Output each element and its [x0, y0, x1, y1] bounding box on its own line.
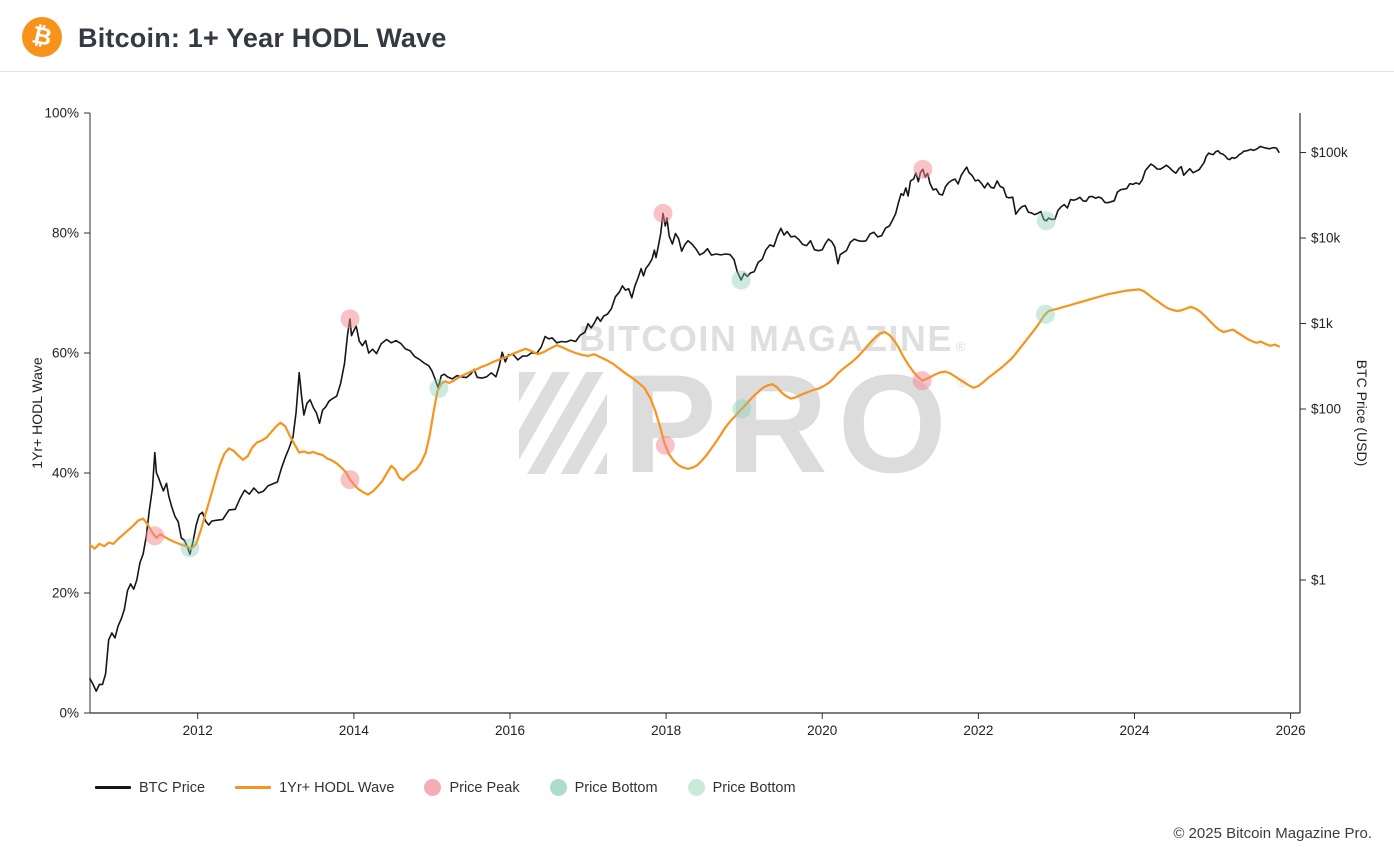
price-peak-marker — [913, 159, 933, 179]
legend-item-1yr-hodl-wave[interactable]: 1Yr+ HODL Wave — [235, 780, 394, 796]
right-tick-label: $1k — [1311, 316, 1333, 331]
price-bottom-marker — [1036, 304, 1055, 324]
page-header: ₿ Bitcoin: 1+ Year HODL Wave — [0, 0, 1394, 72]
x-axis-ticks: 2012 2014 2016 2018 2020 2022 2024 2026 — [183, 713, 1306, 738]
x-tick-label: 2024 — [1119, 723, 1150, 738]
watermark: BITCOIN MAGAZINE ® PRO ® — [495, 318, 967, 502]
price-peak-marker — [653, 203, 673, 223]
left-tick-label: 80% — [52, 226, 79, 241]
bitcoin-magazine-pro-logo-icon — [519, 372, 608, 474]
price-bottom-marker — [429, 378, 449, 398]
price-peak-marker — [912, 371, 932, 391]
x-tick-label: 2026 — [1276, 723, 1306, 738]
x-tick-label: 2016 — [495, 723, 525, 738]
left-axis-title: 1Yr+ HODL Wave — [29, 357, 45, 469]
right-tick-label: $100 — [1311, 402, 1341, 417]
legend-dot-swatch — [549, 779, 567, 796]
price-peak-marker — [340, 470, 360, 490]
x-tick-label: 2022 — [963, 723, 993, 738]
legend-dot-swatch — [424, 779, 442, 796]
legend-label: BTC Price — [139, 779, 206, 796]
right-tick-label: $100k — [1311, 145, 1348, 160]
left-tick-label: 0% — [59, 706, 79, 721]
x-tick-label: 2020 — [807, 723, 837, 738]
legend-label: Price Peak — [449, 779, 520, 796]
legend-line-swatch — [95, 786, 131, 789]
legend-label: Price Bottom — [574, 779, 658, 796]
legend-item-price-bottom[interactable]: Price Bottom — [687, 779, 796, 796]
right-axis-title: BTC Price (USD) — [1354, 360, 1370, 467]
right-tick-label: $10k — [1311, 231, 1341, 246]
legend-item-price-bottom[interactable]: Price Bottom — [549, 779, 658, 796]
left-tick-label: 100% — [44, 106, 79, 121]
x-tick-label: 2014 — [339, 723, 370, 738]
watermark-magazine-text: BITCOIN MAGAZINE ® — [578, 318, 967, 359]
legend-label: Price Bottom — [712, 779, 796, 796]
price-line — [89, 145, 1280, 693]
bitcoin-logo-icon: ₿ — [22, 17, 62, 57]
legend-item-btc-price[interactable]: BTC Price — [95, 780, 205, 796]
x-tick-label: 2012 — [183, 723, 213, 738]
right-axis-ticks: $100k $10k $1k $100 $1 — [1300, 145, 1348, 588]
left-axis-ticks: 0% 20% 40% 60% 80% 100% — [44, 106, 90, 721]
price-bottom-marker — [732, 399, 752, 419]
left-tick-label: 20% — [52, 586, 79, 601]
price-peak-marker — [145, 526, 165, 546]
legend-label: 1Yr+ HODL Wave — [279, 779, 395, 796]
left-tick-label: 60% — [52, 346, 79, 361]
copyright-text: © 2025 Bitcoin Magazine Pro. — [1173, 825, 1372, 842]
legend-dot-swatch — [687, 779, 705, 796]
hodl-line — [88, 288, 1281, 550]
price-bottom-marker — [180, 538, 200, 558]
registered-mark-icon: ® — [955, 339, 967, 354]
price-peak-marker — [655, 435, 675, 455]
price-peak-marker — [340, 309, 360, 329]
right-tick-label: $1 — [1311, 573, 1326, 588]
page-title: Bitcoin: 1+ Year HODL Wave — [78, 23, 447, 53]
legend-item-price-peak[interactable]: Price Peak — [424, 779, 520, 796]
price-bottom-marker — [731, 270, 751, 290]
price-bottom-marker — [1036, 211, 1056, 231]
watermark-pro-text: PRO — [623, 345, 957, 502]
left-tick-label: 40% — [52, 466, 79, 481]
axis-frame — [89, 113, 1301, 714]
x-tick-label: 2018 — [651, 723, 681, 738]
legend: BTC Price 1Yr+ HODL Wave Price Peak Price B… — [95, 779, 796, 796]
legend-line-swatch — [235, 786, 272, 789]
